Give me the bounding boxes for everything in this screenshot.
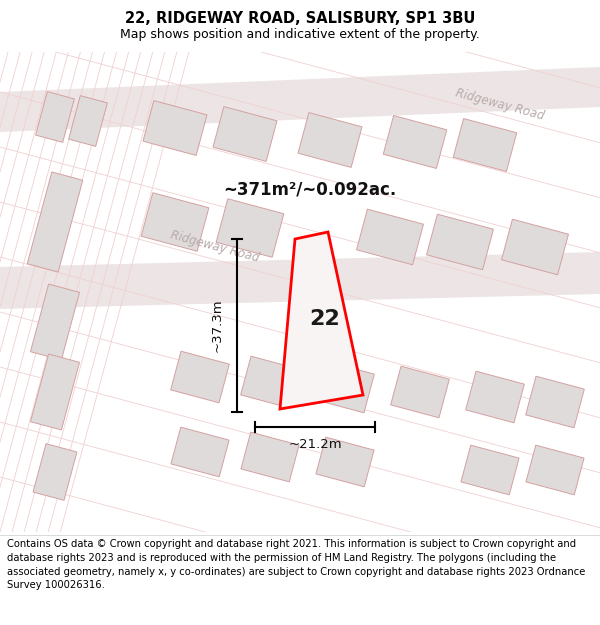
- Bar: [391, 366, 449, 418]
- Polygon shape: [280, 232, 363, 409]
- Bar: [427, 214, 493, 270]
- Bar: [526, 445, 584, 495]
- Text: 22, RIDGEWAY ROAD, SALISBURY, SP1 3BU: 22, RIDGEWAY ROAD, SALISBURY, SP1 3BU: [125, 11, 475, 26]
- Bar: [31, 284, 80, 360]
- Bar: [241, 432, 299, 482]
- Bar: [298, 112, 362, 168]
- Polygon shape: [0, 67, 600, 132]
- Bar: [170, 351, 229, 403]
- Bar: [31, 354, 80, 430]
- Bar: [316, 437, 374, 487]
- Bar: [143, 101, 207, 156]
- Text: Ridgeway Road: Ridgeway Road: [169, 229, 261, 265]
- Polygon shape: [0, 252, 600, 309]
- Text: Ridgeway Road: Ridgeway Road: [454, 87, 546, 123]
- Bar: [27, 172, 83, 272]
- Bar: [171, 427, 229, 477]
- Bar: [213, 107, 277, 161]
- Bar: [216, 199, 284, 258]
- Bar: [141, 192, 209, 251]
- Bar: [356, 209, 424, 265]
- Bar: [35, 92, 74, 142]
- Bar: [241, 356, 299, 408]
- Bar: [502, 219, 568, 275]
- Bar: [316, 361, 374, 413]
- Text: ~371m²/~0.092ac.: ~371m²/~0.092ac.: [223, 180, 397, 198]
- Bar: [33, 444, 77, 500]
- Bar: [383, 116, 447, 168]
- Text: Map shows position and indicative extent of the property.: Map shows position and indicative extent…: [120, 28, 480, 41]
- Bar: [68, 96, 107, 146]
- Bar: [461, 445, 519, 495]
- Text: Contains OS data © Crown copyright and database right 2021. This information is : Contains OS data © Crown copyright and d…: [7, 539, 586, 590]
- Bar: [466, 371, 524, 423]
- Text: ~21.2m: ~21.2m: [288, 439, 342, 451]
- Bar: [453, 119, 517, 171]
- Bar: [526, 376, 584, 428]
- Text: ~37.3m: ~37.3m: [211, 299, 223, 352]
- Text: 22: 22: [309, 309, 340, 329]
